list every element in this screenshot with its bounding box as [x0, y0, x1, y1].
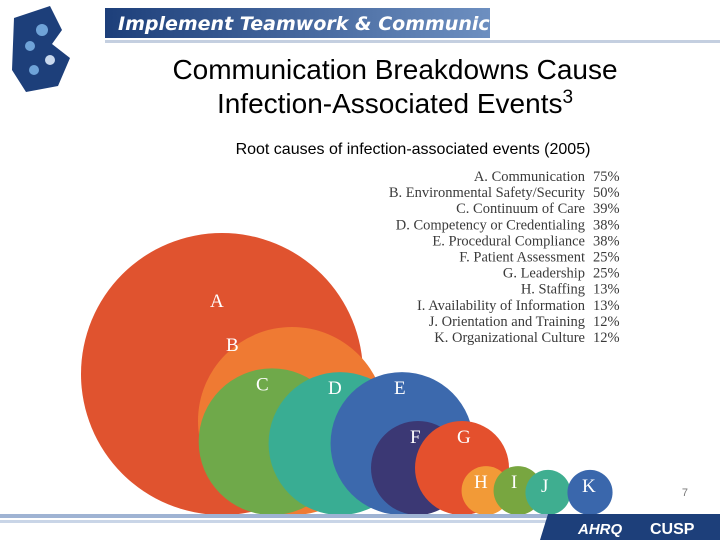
bubble-letter: E [394, 378, 406, 399]
bubble-letter: B [226, 335, 239, 356]
legend-label: Orientation and Training [442, 314, 585, 330]
legend-entry: B. Environmental Safety/Security [389, 185, 586, 201]
banner-text: Implement Teamwork & Communication [118, 13, 545, 35]
bubble-letter: G [457, 427, 471, 448]
legend-value: 50% [593, 185, 620, 201]
legend-entry: G. Leadership [503, 266, 585, 282]
legend-entry: E. Procedural Compliance [432, 233, 585, 249]
bubble-letter: F [410, 427, 421, 448]
legend-letter: K. [434, 330, 452, 346]
bubble-letter: H [474, 472, 488, 493]
legend-label: Staffing [539, 282, 585, 298]
legend-entry: C. Continuum of Care [456, 201, 585, 217]
legend-letter: H. [521, 282, 539, 298]
legend-letter: D. [396, 217, 414, 233]
bubble-letter: D [328, 378, 342, 399]
chart-title: Root causes of infection-associated even… [236, 141, 591, 158]
legend-entry: K. Organizational Culture [434, 330, 585, 346]
legend-letter: E. [432, 233, 448, 249]
legend-letter: B. [389, 185, 406, 201]
page-number: 7 [682, 487, 688, 499]
legend-label: Leadership [521, 266, 585, 282]
legend-value: 12% [593, 330, 620, 346]
legend-letter: C. [456, 201, 473, 217]
legend-entry: J. Orientation and Training [429, 314, 585, 330]
bubble-letter: J [541, 476, 548, 497]
legend-value: 25% [593, 266, 620, 282]
banner [105, 8, 490, 38]
legend-value: 13% [593, 298, 620, 314]
legend-entry: H. Staffing [521, 282, 585, 298]
legend-letter: F. [459, 250, 473, 266]
footer-program: CUSP [650, 521, 695, 538]
legend-label: Competency or Credentialing [413, 217, 585, 233]
footer-logo: AHRQ [577, 521, 622, 538]
footer: AHRQ CUSP [0, 514, 720, 540]
bubble [525, 469, 571, 515]
slide-title: Communication Breakdowns Cause [172, 54, 617, 85]
legend-entry: F. Patient Assessment [459, 250, 585, 266]
bubble-letter: A [210, 291, 224, 312]
bubble-letter: C [256, 374, 269, 395]
legend-value: 38% [593, 233, 620, 249]
banner-rule [105, 40, 720, 43]
legend-value: 75% [593, 169, 620, 185]
legend-label: Communication [492, 169, 586, 185]
legend-entry: I. Availability of Information [417, 298, 586, 314]
legend-value: 13% [593, 282, 620, 298]
legend-entry: A. Communication [474, 169, 586, 185]
legend-value: 25% [593, 250, 620, 266]
bubble [567, 469, 613, 515]
logo [12, 6, 70, 92]
legend-entry: D. Competency or Credentialing [396, 217, 585, 233]
bubble-letter: I [511, 472, 517, 493]
slide-title-2: Infection-Associated Events3 [217, 87, 573, 119]
legend-label: Availability of Information [428, 298, 586, 314]
legend-letter: J. [429, 314, 442, 330]
legend-label: Continuum of Care [473, 201, 585, 217]
legend-letter: A. [474, 169, 492, 185]
legend-value: 39% [593, 201, 620, 217]
legend-label: Environmental Safety/Security [406, 185, 586, 201]
bubble-letter: K [582, 476, 596, 497]
legend-value: 38% [593, 217, 620, 233]
chart: A BC D E F G H I J K A. Communication 75% B. Environ… [81, 169, 620, 515]
legend-value: 12% [593, 314, 620, 330]
legend-letter: I. [417, 298, 428, 314]
legend-label: Organizational Culture [452, 330, 585, 346]
title-ref: 3 [562, 87, 573, 108]
legend-letter: G. [503, 266, 521, 282]
legend-label: Patient Assessment [473, 250, 585, 266]
legend-label: Procedural Compliance [449, 233, 586, 249]
